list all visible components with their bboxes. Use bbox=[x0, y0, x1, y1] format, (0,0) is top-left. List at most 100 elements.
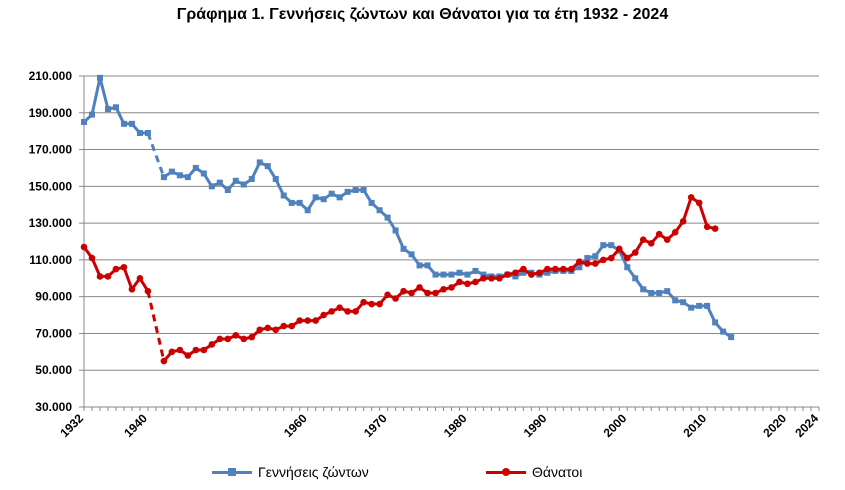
data-point bbox=[400, 245, 407, 252]
data-point bbox=[216, 179, 223, 186]
y-tick-label: 30.000 bbox=[35, 400, 72, 414]
data-point bbox=[384, 214, 391, 221]
data-point bbox=[352, 187, 359, 194]
data-point bbox=[224, 335, 232, 343]
data-point bbox=[512, 269, 519, 277]
data-point bbox=[576, 264, 583, 271]
data-point bbox=[104, 106, 111, 113]
data-point bbox=[656, 289, 663, 296]
data-point bbox=[392, 227, 399, 234]
data-point bbox=[120, 120, 127, 127]
data-point bbox=[528, 271, 535, 278]
data-point bbox=[671, 229, 679, 236]
data-point bbox=[432, 271, 439, 278]
data-point bbox=[384, 291, 391, 299]
data-point bbox=[176, 346, 184, 354]
data-point bbox=[184, 352, 192, 359]
data-point bbox=[512, 273, 519, 280]
data-point bbox=[448, 284, 455, 291]
data-point bbox=[320, 196, 327, 203]
data-point bbox=[336, 304, 343, 312]
x-tick-label: 1940 bbox=[121, 411, 150, 440]
data-point bbox=[568, 265, 575, 273]
data-point bbox=[312, 317, 319, 324]
data-point bbox=[416, 284, 423, 291]
data-point bbox=[200, 170, 207, 177]
data-point bbox=[728, 334, 735, 341]
data-point bbox=[456, 278, 463, 286]
series-line bbox=[146, 290, 166, 362]
data-point bbox=[256, 326, 264, 334]
x-tick-label: 1970 bbox=[361, 411, 390, 440]
data-point bbox=[408, 251, 415, 258]
data-point bbox=[663, 236, 671, 243]
legend-label-births: Γεννήσεις ζώντων bbox=[258, 464, 369, 480]
data-point bbox=[136, 130, 143, 137]
data-point bbox=[520, 265, 527, 273]
data-point bbox=[328, 190, 335, 197]
data-point bbox=[248, 333, 256, 341]
data-point bbox=[584, 255, 591, 262]
data-point bbox=[544, 265, 551, 273]
data-point bbox=[432, 289, 439, 297]
data-point bbox=[424, 289, 431, 297]
x-tick-label: 1960 bbox=[281, 411, 310, 440]
data-point bbox=[240, 181, 247, 188]
x-tick-label: 2010 bbox=[680, 411, 709, 440]
series-line bbox=[162, 195, 716, 362]
series-deaths bbox=[80, 194, 719, 365]
chart-title: Γράφημα 1. Γεννήσεις ζώντων και Θάνατοι … bbox=[176, 6, 669, 23]
data-point bbox=[296, 317, 304, 324]
legend-swatch-deaths bbox=[486, 466, 526, 478]
data-point bbox=[272, 175, 279, 182]
data-point bbox=[168, 168, 175, 175]
data-point bbox=[688, 304, 695, 311]
y-tick-label: 190.000 bbox=[29, 106, 73, 120]
data-point bbox=[664, 288, 671, 295]
data-point bbox=[376, 300, 383, 308]
data-point bbox=[576, 258, 583, 266]
data-point bbox=[599, 256, 607, 264]
data-point bbox=[280, 192, 287, 199]
axis-layer: 30.000 50.000 70.000 90.000 110.000 130.000 15… bbox=[29, 69, 822, 440]
data-point bbox=[368, 300, 375, 308]
series-line bbox=[146, 132, 166, 178]
data-point bbox=[216, 335, 224, 343]
data-point bbox=[376, 207, 383, 214]
grid-layer bbox=[84, 75, 819, 371]
data-point bbox=[256, 159, 263, 166]
data-point bbox=[296, 199, 303, 206]
data-point bbox=[631, 249, 639, 256]
x-tick-label: 1980 bbox=[441, 411, 470, 440]
data-point bbox=[408, 289, 415, 297]
data-point bbox=[208, 341, 216, 348]
data-point bbox=[720, 328, 727, 335]
data-point bbox=[711, 225, 719, 232]
data-point bbox=[144, 287, 152, 295]
data-point bbox=[344, 308, 351, 315]
data-point bbox=[496, 274, 503, 282]
data-point bbox=[288, 199, 295, 206]
data-point bbox=[552, 265, 559, 273]
data-point bbox=[624, 264, 631, 271]
data-point bbox=[128, 120, 135, 127]
data-point bbox=[608, 242, 615, 249]
y-tick-label: 90.000 bbox=[35, 290, 72, 304]
data-point bbox=[232, 177, 239, 184]
data-point bbox=[96, 273, 104, 280]
data-point bbox=[200, 346, 208, 354]
data-point bbox=[584, 260, 591, 267]
data-point bbox=[679, 217, 687, 225]
y-tick-label: 130.000 bbox=[29, 216, 73, 230]
data-point bbox=[400, 287, 407, 295]
data-point bbox=[240, 335, 248, 343]
data-point bbox=[392, 295, 399, 302]
y-tick-label: 150.000 bbox=[29, 179, 73, 193]
data-point bbox=[336, 194, 343, 201]
x-tick-label: 1932 bbox=[57, 411, 86, 440]
series-layer bbox=[80, 74, 735, 365]
data-point bbox=[104, 273, 112, 280]
y-tick-label: 50.000 bbox=[35, 363, 72, 377]
data-point bbox=[680, 299, 687, 306]
